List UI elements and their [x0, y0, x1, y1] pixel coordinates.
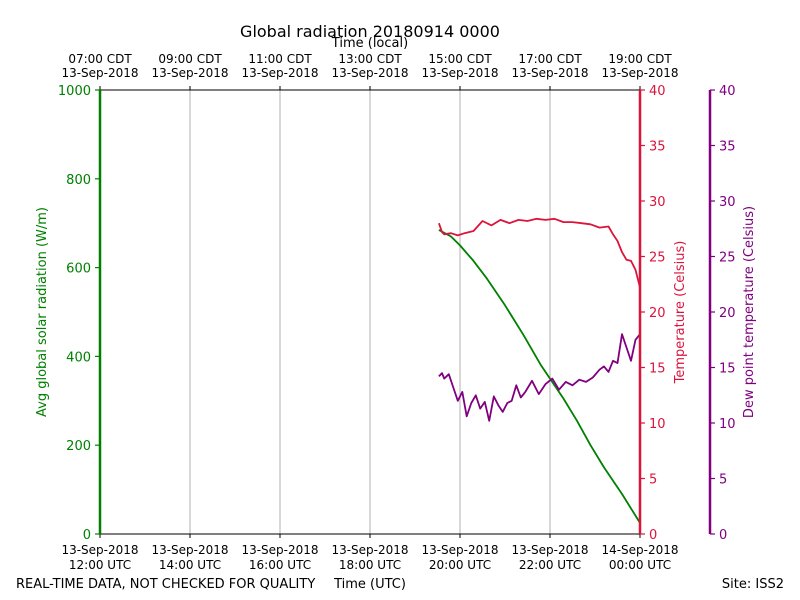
radiation-tick-label: 600	[66, 262, 91, 277]
dewpoint-tick-label: 20	[719, 306, 736, 321]
dewpoint-tick-label: 25	[719, 251, 736, 266]
top-tick-label-date: 13-Sep-2018	[511, 66, 588, 80]
top-tick-label-time: 17:00 CDT	[518, 52, 582, 66]
top-tick-label-date: 13-Sep-2018	[241, 66, 318, 80]
top-tick-label-time: 15:00 CDT	[428, 52, 492, 66]
dewpoint-tick-label: 30	[719, 195, 736, 210]
temperature-tick-label: 5	[649, 473, 657, 488]
temperature-tick-label: 0	[649, 528, 657, 543]
temperature-tick-label: 25	[649, 251, 666, 266]
radiation-tick-label: 1000	[58, 84, 91, 99]
x-tick-label-date: 14-Sep-2018	[601, 543, 678, 557]
temperature-tick-label: 35	[649, 140, 666, 155]
dewpoint-tick-label: 15	[719, 362, 736, 377]
top-tick-label-time: 09:00 CDT	[158, 52, 222, 66]
x-tick-label-date: 13-Sep-2018	[331, 543, 408, 557]
top-tick-label-time: 07:00 CDT	[68, 52, 132, 66]
top-tick-label-date: 13-Sep-2018	[151, 66, 228, 80]
site-label: Site: ISS2	[722, 577, 784, 592]
series-line-radiation	[438, 229, 641, 524]
dewpoint-tick-label: 5	[719, 473, 727, 488]
radiation-tick-label: 200	[66, 439, 91, 454]
dewpoint-tick-label: 35	[719, 140, 736, 155]
temperature-axis-label: Temperature (Celsius)	[673, 241, 688, 385]
x-tick-label-date: 13-Sep-2018	[511, 543, 588, 557]
bottom-axis-label: Time (UTC)	[333, 577, 406, 592]
grid-lines	[189, 90, 551, 534]
x-tick-label-date: 13-Sep-2018	[61, 543, 138, 557]
x-tick-label-date: 13-Sep-2018	[151, 543, 228, 557]
series-line-temperature	[438, 217, 641, 288]
x-tick-label-time: 00:00 UTC	[609, 558, 671, 572]
top-tick-label-time: 11:00 CDT	[248, 52, 312, 66]
x-tick-label-date: 13-Sep-2018	[421, 543, 498, 557]
x-tick-label-time: 20:00 UTC	[429, 558, 491, 572]
radiation-tick-label: 400	[66, 350, 91, 365]
x-tick-label-time: 22:00 UTC	[519, 558, 581, 572]
top-axis-label: Time (local)	[331, 36, 408, 51]
top-tick-label-date: 13-Sep-2018	[421, 66, 498, 80]
temperature-tick-label: 20	[649, 306, 666, 321]
series-layer	[438, 217, 641, 524]
quality-note: REAL-TIME DATA, NOT CHECKED FOR QUALITY	[16, 577, 315, 592]
temperature-tick-label: 30	[649, 195, 666, 210]
radiation-tick-label: 800	[66, 173, 91, 188]
top-tick-label-time: 13:00 CDT	[338, 52, 402, 66]
radiation-axis-label: Avg global solar radiation (W/m)	[35, 207, 50, 417]
top-tick-label-date: 13-Sep-2018	[331, 66, 408, 80]
series-line-dewpoint	[438, 333, 641, 422]
dewpoint-tick-label: 40	[719, 84, 736, 99]
dewpoint-tick-label: 0	[719, 528, 727, 543]
top-tick-label-time: 19:00 CDT	[608, 52, 672, 66]
dewpoint-axis-label: Dew point temperature (Celsius)	[742, 206, 757, 418]
x-tick-label-date: 13-Sep-2018	[241, 543, 318, 557]
x-tick-label-time: 12:00 UTC	[69, 558, 131, 572]
x-tick-label-time: 16:00 UTC	[249, 558, 311, 572]
x-tick-label-time: 18:00 UTC	[339, 558, 401, 572]
top-tick-label-date: 13-Sep-2018	[601, 66, 678, 80]
dewpoint-tick-label: 10	[719, 417, 736, 432]
temperature-tick-label: 10	[649, 417, 666, 432]
top-tick-label-date: 13-Sep-2018	[61, 66, 138, 80]
temperature-tick-label: 40	[649, 84, 666, 99]
temperature-tick-label: 15	[649, 362, 666, 377]
radiation-tick-label: 0	[83, 528, 91, 543]
chart-title: Global radiation 20180914 0000	[240, 22, 500, 41]
x-tick-label-time: 14:00 UTC	[159, 558, 221, 572]
